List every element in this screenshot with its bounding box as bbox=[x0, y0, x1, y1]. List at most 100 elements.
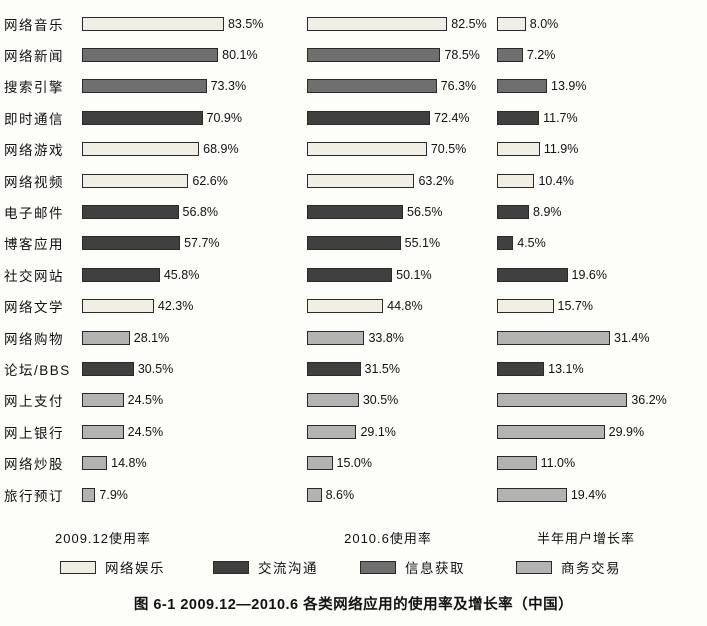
bar bbox=[307, 110, 431, 125]
bar-panel: 15.7% bbox=[497, 291, 704, 322]
category-label: 即时通信 bbox=[4, 111, 64, 127]
value-label: 57.7% bbox=[184, 236, 220, 251]
bar-panel: 24.5% bbox=[82, 385, 307, 416]
bar bbox=[82, 393, 124, 408]
bar-panel: 55.1% bbox=[307, 228, 497, 259]
legend: 网络娱乐 交流沟通 信息获取 商务交易 bbox=[0, 557, 707, 577]
value-label: 33.8% bbox=[368, 330, 404, 345]
bar-panel: 29.9% bbox=[497, 416, 704, 447]
bar-panel: 31.5% bbox=[307, 353, 497, 384]
bar-panel: 72.4% bbox=[307, 102, 497, 133]
bar-panel: 7.2% bbox=[497, 39, 704, 70]
value-label: 30.5% bbox=[362, 393, 399, 408]
value-label: 80.1% bbox=[222, 48, 258, 63]
bar bbox=[307, 173, 415, 188]
chart-row: 网络炒股 14.8% 15.0% 11.0% bbox=[0, 447, 707, 478]
bar-panel: 14.8% bbox=[82, 447, 307, 478]
bar bbox=[497, 330, 611, 345]
bar-panel: 8.0% bbox=[497, 8, 704, 39]
value-label: 4.5% bbox=[517, 236, 546, 251]
axis-label-usage-2010: 2010.6使用率 bbox=[344, 531, 432, 546]
chart-row: 网络购物 28.1% 33.8% 31.4% bbox=[0, 322, 707, 353]
bar bbox=[82, 173, 189, 188]
bar-panel: 4.5% bbox=[497, 228, 704, 259]
value-label: 24.5% bbox=[127, 424, 164, 439]
bar-panel: 36.2% bbox=[497, 385, 704, 416]
bar bbox=[497, 361, 545, 376]
bar bbox=[307, 299, 384, 314]
chart-row: 即时通信 70.9% 72.4% 11.7% bbox=[0, 102, 707, 133]
bar bbox=[82, 79, 207, 94]
bar-panel: 50.1% bbox=[307, 259, 497, 290]
value-label: 7.2% bbox=[526, 48, 556, 63]
value-label: 11.0% bbox=[540, 456, 576, 471]
bar bbox=[307, 142, 427, 157]
category-label: 网络音乐 bbox=[4, 17, 64, 33]
bar bbox=[497, 110, 540, 125]
legend-item: 信息获取 bbox=[360, 557, 465, 577]
bar-panel: 76.3% bbox=[307, 71, 497, 102]
bar-panel: 33.8% bbox=[307, 322, 497, 353]
bar bbox=[307, 79, 437, 94]
bar-panel: 80.1% bbox=[82, 39, 307, 70]
bar bbox=[497, 142, 540, 157]
category-label: 网络视频 bbox=[4, 174, 64, 190]
bar bbox=[82, 424, 124, 439]
legend-label: 商务交易 bbox=[561, 561, 621, 576]
value-label: 8.6% bbox=[325, 487, 355, 502]
legend-item: 商务交易 bbox=[516, 557, 621, 577]
value-label: 50.1% bbox=[396, 267, 432, 282]
value-label: 7.9% bbox=[99, 487, 128, 502]
bar-panel: 15.0% bbox=[307, 447, 497, 478]
bar bbox=[82, 142, 200, 157]
chart-row: 网上银行 24.5% 29.1% 29.9% bbox=[0, 416, 707, 447]
bar bbox=[497, 16, 526, 31]
value-label: 29.9% bbox=[608, 424, 645, 439]
bar-panel: 78.5% bbox=[307, 39, 497, 70]
value-label: 62.6% bbox=[192, 173, 228, 188]
bar-panel: 13.1% bbox=[497, 353, 704, 384]
value-label: 28.1% bbox=[133, 330, 170, 345]
category-label: 网络游戏 bbox=[4, 143, 64, 159]
value-label: 29.1% bbox=[360, 424, 396, 439]
category-label: 社交网站 bbox=[4, 268, 64, 284]
chart-row: 电子邮件 56.8% 56.5% 8.9% bbox=[0, 196, 707, 227]
legend-label: 交流沟通 bbox=[258, 561, 318, 576]
value-label: 44.8% bbox=[387, 299, 423, 314]
value-label: 13.9% bbox=[551, 79, 587, 94]
chart-row: 网络视频 62.6% 63.2% 10.4% bbox=[0, 165, 707, 196]
chart-row: 博客应用 57.7% 55.1% 4.5% bbox=[0, 228, 707, 259]
bar bbox=[497, 236, 514, 251]
category-label: 网上支付 bbox=[4, 394, 64, 410]
value-label: 56.8% bbox=[182, 205, 218, 220]
bar-panel: 8.6% bbox=[307, 479, 497, 510]
bar-panel: 56.8% bbox=[82, 196, 307, 227]
bar-panel: 19.6% bbox=[497, 259, 704, 290]
bar bbox=[307, 236, 401, 251]
value-label: 8.9% bbox=[533, 205, 562, 220]
legend-label: 网络娱乐 bbox=[105, 561, 165, 576]
bar-panel: 24.5% bbox=[82, 416, 307, 447]
bar-panel: 62.6% bbox=[82, 165, 307, 196]
value-label: 15.0% bbox=[336, 456, 372, 471]
figure-caption: 图 6-1 2009.12—2010.6 各类网络应用的使用率及增长率（中国） bbox=[133, 597, 574, 613]
value-label: 70.9% bbox=[206, 110, 242, 125]
bar bbox=[497, 173, 535, 188]
bar-panel: 70.5% bbox=[307, 134, 497, 165]
value-label: 56.5% bbox=[407, 205, 443, 220]
bar-panel: 10.4% bbox=[497, 165, 704, 196]
bar bbox=[497, 424, 605, 439]
chart-row: 搜索引擎 73.3% 76.3% 13.9% bbox=[0, 71, 707, 102]
chart-row: 网络新闻 80.1% 78.5% 7.2% bbox=[0, 39, 707, 70]
bar-panel: 11.9% bbox=[497, 134, 704, 165]
bar-panel: 56.5% bbox=[307, 196, 497, 227]
chart-rows: 网络音乐 83.5% 82.5% 8.0% 网络新闻 80.1% 78.5% 7.2% 搜索引擎… bbox=[0, 8, 707, 510]
bar-panel: 63.2% bbox=[307, 165, 497, 196]
legend-swatch bbox=[360, 560, 396, 574]
bar bbox=[497, 48, 523, 63]
category-label: 网上银行 bbox=[4, 425, 64, 441]
bar bbox=[82, 205, 179, 220]
bar-panel: 82.5% bbox=[307, 8, 497, 39]
value-label: 31.5% bbox=[364, 361, 400, 376]
bar-panel: 83.5% bbox=[82, 8, 307, 39]
